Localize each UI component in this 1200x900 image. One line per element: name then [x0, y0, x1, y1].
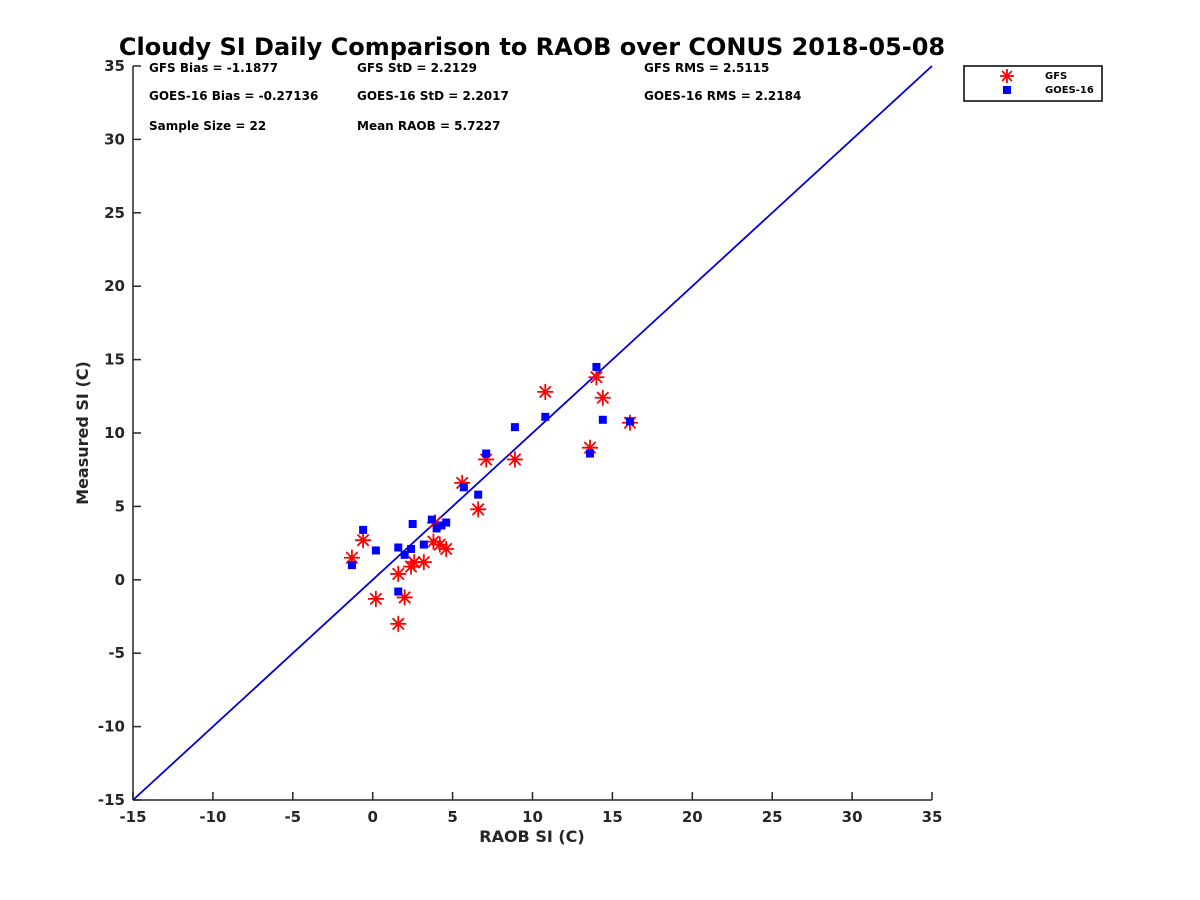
gfs-point [390, 565, 407, 582]
x-tick-label: -5 [284, 808, 301, 826]
statistics-annotations: GFS Bias = -1.1877 GFS StD = 2.2129 GFS RM… [149, 61, 801, 133]
legend-gfs-label: GFS [1045, 71, 1067, 82]
legend-goes16-marker [1003, 86, 1011, 94]
x-tick-label: 30 [842, 808, 863, 826]
y-tick-label: 20 [104, 277, 125, 295]
goes16-point [394, 543, 403, 552]
x-tick-label: -10 [199, 808, 226, 826]
gfs-point [415, 554, 432, 571]
x-tick-label: -15 [119, 808, 146, 826]
y-tick-label: 35 [104, 57, 125, 75]
goes16-point [394, 587, 403, 596]
y-tick-label: 5 [115, 497, 125, 515]
y-tick-label: 0 [115, 571, 125, 589]
goes16-point [400, 550, 409, 559]
stat-annotation: GFS RMS = 2.5115 [644, 61, 769, 75]
y-axis-label: Measured SI (C) [73, 361, 92, 505]
x-tick-label: 5 [447, 808, 457, 826]
goes16-point [432, 524, 441, 533]
goes16-point [442, 518, 451, 527]
stat-annotation: GFS StD = 2.2129 [357, 61, 477, 75]
goes16-series [347, 362, 634, 596]
goes16-point [427, 515, 436, 524]
y-tick-label: -5 [108, 644, 125, 662]
y-tick-label: -10 [98, 718, 125, 736]
goes16-point [592, 362, 601, 371]
stat-annotation: Mean RAOB = 5.7227 [357, 119, 501, 133]
goes16-point [474, 490, 483, 499]
gfs-point [588, 369, 605, 386]
goes16-point [459, 483, 468, 492]
goes16-point [371, 546, 380, 555]
stat-annotation: GFS Bias = -1.1877 [149, 61, 278, 75]
goes16-point [510, 423, 519, 432]
x-tick-label: 15 [602, 808, 623, 826]
y-tick-label: 30 [104, 130, 125, 148]
y-tick-label: 15 [104, 351, 125, 369]
x-tick-label: 25 [762, 808, 783, 826]
goes16-point [625, 417, 634, 426]
reference-line-group [132, 65, 933, 801]
gfs-point [438, 540, 455, 557]
x-axis-label: RAOB SI (C) [479, 827, 584, 846]
legend-gfs-asterisk [1000, 69, 1014, 83]
goes16-point [437, 521, 446, 530]
one-to-one-line [132, 65, 933, 801]
goes16-point [482, 449, 491, 458]
gfs-point [506, 451, 523, 468]
y-tick-label: 25 [104, 204, 125, 222]
gfs-point [431, 536, 448, 553]
goes16-point [408, 520, 417, 529]
gfs-series [343, 369, 638, 632]
stat-annotation: GOES-16 RMS = 2.2184 [644, 89, 801, 103]
plot-axes: -15 -10 -5 0 5 10 15 20 25 30 35 -15 -10 -5 0 5 10 15 20 25… [98, 57, 943, 826]
stat-annotation: GOES-16 Bias = -0.27136 [149, 89, 318, 103]
goes16-point [586, 449, 595, 458]
y-tick-label: 10 [104, 424, 125, 442]
x-tick-label: 0 [367, 808, 377, 826]
gfs-point [537, 383, 554, 400]
x-tick-label: 10 [522, 808, 543, 826]
legend: GFS GOES-16 [963, 65, 1103, 102]
legend-goes16-label: GOES-16 [1045, 85, 1094, 96]
goes16-point [359, 525, 368, 534]
stat-annotation: GOES-16 StD = 2.2017 [357, 89, 509, 103]
legend-gfs-marker [1000, 69, 1014, 83]
goes16-point [541, 412, 550, 421]
gfs-point [367, 590, 384, 607]
x-tick-label: 20 [682, 808, 703, 826]
gfs-point [355, 532, 372, 549]
gfs-point [390, 615, 407, 632]
y-tick-label: -15 [98, 791, 125, 809]
gfs-point [470, 501, 487, 518]
goes16-point [598, 415, 607, 424]
gfs-point [406, 554, 423, 571]
goes16-point [419, 540, 428, 549]
goes16-point [407, 544, 416, 553]
chart-title: Cloudy SI Daily Comparison to RAOB over … [119, 33, 945, 61]
gfs-point [594, 389, 611, 406]
goes16-point [347, 561, 356, 570]
legend-box [963, 65, 1103, 102]
stat-annotation: Sample Size = 22 [149, 119, 266, 133]
x-tick-label: 35 [922, 808, 943, 826]
